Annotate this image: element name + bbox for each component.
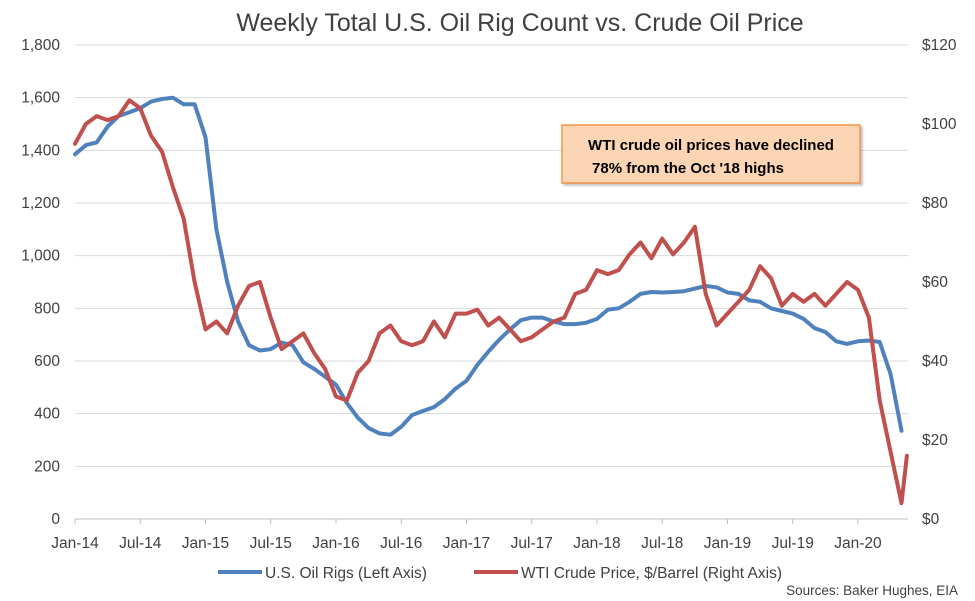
y-axis-left-tick-labels: 0 200 400 600 800 1,000 1,200 1,400 1,600 1,800 bbox=[21, 37, 60, 528]
x-tick-label: Jan-16 bbox=[312, 535, 359, 552]
x-tick-label: Jul-16 bbox=[380, 535, 422, 552]
y-left-tick-label: 1,400 bbox=[21, 142, 60, 159]
x-tick-label: Jul-19 bbox=[772, 535, 814, 552]
annotation-line-1: WTI crude oil prices have declined bbox=[588, 137, 834, 154]
y-right-tick-label: $100 bbox=[922, 116, 957, 133]
axes bbox=[74, 518, 908, 524]
legend-label-rigs: U.S. Oil Rigs (Left Axis) bbox=[265, 565, 427, 582]
y-right-tick-label: $120 bbox=[922, 37, 957, 54]
x-axis-tick-labels: Jan-14 Jul-14 Jan-15 Jul-15 Jan-16 Jul-16 Jan-… bbox=[51, 535, 882, 552]
legend: U.S. Oil Rigs (Left Axis) WTI Crude Pric… bbox=[218, 565, 782, 582]
x-tick-label: Jan-15 bbox=[182, 535, 229, 552]
x-tick-label: Jul-15 bbox=[250, 535, 292, 552]
y-right-tick-label: $20 bbox=[922, 432, 948, 449]
y-left-tick-label: 1,800 bbox=[21, 37, 60, 54]
y-left-tick-label: 600 bbox=[34, 353, 60, 370]
x-tick-label: Jul-17 bbox=[511, 535, 553, 552]
annotation-box: WTI crude oil prices have declined 78% f… bbox=[561, 124, 861, 184]
y-left-tick-label: 800 bbox=[34, 300, 60, 317]
y-left-tick-label: 1,200 bbox=[21, 195, 60, 212]
y-left-tick-label: 0 bbox=[51, 511, 60, 528]
x-tick-label: Jan-20 bbox=[834, 535, 882, 552]
x-tick-label: Jan-18 bbox=[573, 535, 620, 552]
x-tick-label: Jan-19 bbox=[704, 535, 751, 552]
source-note: Sources: Baker Hughes, EIA bbox=[786, 583, 958, 598]
gridlines bbox=[75, 44, 908, 467]
x-tick-label: Jan-14 bbox=[51, 535, 99, 552]
x-tick-label: Jan-17 bbox=[443, 535, 490, 552]
y-right-tick-label: $80 bbox=[922, 195, 948, 212]
y-left-tick-label: 400 bbox=[34, 406, 60, 423]
y-left-tick-label: 200 bbox=[34, 458, 60, 475]
series-line-rigs bbox=[73, 95, 904, 437]
y-right-tick-label: $0 bbox=[922, 511, 940, 528]
series-line-price bbox=[73, 98, 909, 506]
y-right-tick-label: $40 bbox=[922, 353, 948, 370]
chart-title: Weekly Total U.S. Oil Rig Count vs. Crud… bbox=[236, 9, 803, 37]
y-left-tick-label: 1,600 bbox=[21, 90, 60, 107]
y-axis-right-tick-labels: $0 $20 $40 $60 $80 $100 $120 bbox=[922, 37, 957, 528]
annotation-line-2: 78% from the Oct '18 highs bbox=[592, 160, 784, 177]
y-left-tick-label: 1,000 bbox=[21, 248, 60, 265]
data-series bbox=[73, 95, 909, 506]
y-right-tick-label: $60 bbox=[922, 274, 948, 291]
x-tick-label: Jul-18 bbox=[641, 535, 683, 552]
annotation-box-background bbox=[561, 124, 861, 184]
legend-label-price: WTI Crude Price, $/Barrel (Right Axis) bbox=[521, 565, 782, 582]
x-tick-label: Jul-14 bbox=[119, 535, 162, 552]
